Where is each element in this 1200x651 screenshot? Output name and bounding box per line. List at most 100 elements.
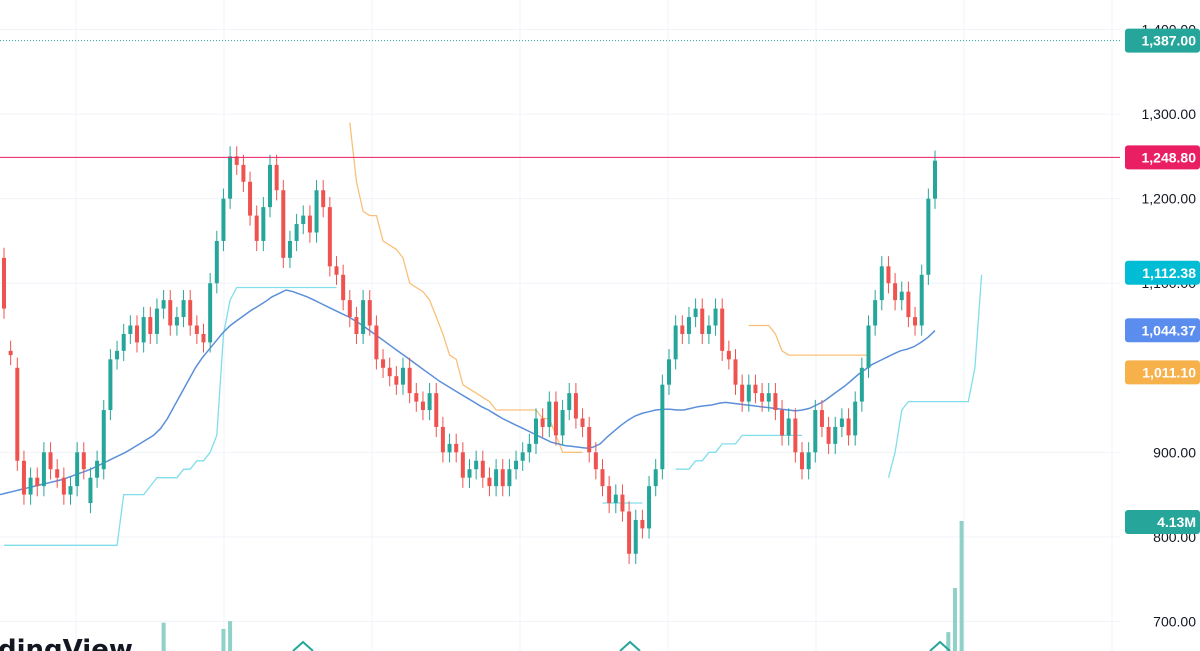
candle-body	[327, 207, 332, 267]
candle-body	[633, 519, 638, 554]
candle-body	[580, 418, 585, 427]
event-marker	[929, 640, 951, 651]
candle-body	[248, 181, 253, 216]
trail-lower-tag-bg	[1125, 260, 1200, 285]
candle-body	[307, 215, 312, 233]
candle-body	[447, 443, 452, 453]
candle-body	[48, 452, 53, 470]
candle-body	[660, 384, 665, 470]
volume-bar	[952, 588, 957, 651]
ma-tag: 1,044.37	[1125, 318, 1200, 343]
ma-tag-bg	[1125, 318, 1200, 343]
candle-body	[593, 452, 598, 470]
candle-body	[527, 443, 532, 453]
tradingview-watermark: dingView	[0, 635, 133, 651]
candle-body	[846, 418, 851, 436]
candle-body	[627, 511, 632, 554]
volume-tag-label: 4.13M	[1157, 514, 1196, 530]
candle-body	[88, 477, 93, 504]
candle-body	[620, 494, 625, 512]
volume-bar	[161, 622, 166, 651]
candle-body	[600, 469, 605, 487]
candle-body	[813, 410, 818, 453]
candle-body	[287, 240, 292, 258]
candle-body	[95, 460, 100, 478]
candle-body	[793, 418, 798, 453]
candle-body	[547, 401, 552, 427]
bottom-markers	[292, 640, 951, 651]
candle-body	[806, 452, 811, 470]
candle-body	[427, 393, 432, 411]
candle-body	[301, 215, 306, 225]
last-price-tag: 1,387.00	[1125, 28, 1200, 53]
volume-bar	[946, 632, 951, 651]
trail-lower-tag: 1,112.38	[1125, 260, 1200, 285]
candle-body	[268, 164, 272, 208]
candle-body	[726, 350, 731, 360]
candle-body	[194, 325, 199, 334]
moving-average	[0, 289, 936, 496]
candle-body	[460, 452, 465, 478]
candle-body	[467, 469, 472, 478]
candle-body	[208, 283, 213, 343]
price-tick-label: 1,200.00	[1142, 191, 1197, 207]
candle-body	[567, 393, 572, 411]
candle-body	[480, 460, 485, 478]
candle-body	[174, 317, 179, 326]
price-tick-label: 900.00	[1153, 444, 1196, 460]
candle-body	[261, 207, 266, 241]
candle-body	[108, 359, 113, 411]
candle-body	[766, 393, 771, 402]
event-marker	[292, 640, 314, 651]
candle-body	[440, 426, 445, 453]
candle-body	[201, 333, 206, 343]
ma-line	[0, 289, 936, 496]
candle-body	[926, 198, 931, 275]
candle-body	[859, 367, 864, 402]
candle-body	[321, 190, 326, 208]
candle-body	[494, 469, 499, 487]
candle-body	[294, 224, 299, 241]
candle-body	[241, 164, 246, 182]
price-lines	[0, 40, 1120, 158]
candle-body	[420, 401, 425, 411]
candle-body	[55, 469, 60, 478]
candle-body	[879, 266, 884, 301]
candle-body	[487, 477, 492, 487]
candle-body	[168, 300, 173, 326]
candle-body	[507, 469, 512, 487]
candle-body	[21, 460, 26, 495]
candle-body	[866, 325, 871, 368]
candle-body	[706, 325, 711, 334]
trail-upper-tag: 1,011.10	[1125, 360, 1200, 385]
candle-body	[115, 350, 120, 360]
candle-body	[35, 477, 40, 487]
trail-upper-tag-label: 1,011.10	[1142, 364, 1196, 380]
volume-bars	[161, 521, 964, 651]
candle-body	[780, 410, 785, 436]
candle-body	[560, 410, 565, 436]
candle-body	[414, 393, 419, 402]
candle-body	[75, 452, 80, 487]
candle-body	[128, 325, 133, 334]
candle-body	[2, 257, 6, 309]
candle-body	[839, 418, 844, 427]
candle-body	[693, 308, 698, 318]
candle-body	[613, 494, 618, 504]
candle-body	[347, 300, 352, 318]
candle-body	[534, 418, 538, 444]
candle-body	[334, 266, 339, 275]
candles	[2, 146, 937, 564]
candle-body	[873, 300, 878, 326]
candle-body	[434, 393, 439, 427]
candle-body	[514, 460, 519, 470]
candle-body	[786, 418, 791, 436]
candle-body	[181, 300, 186, 318]
candle-body	[833, 426, 838, 444]
alert-price-tag-bg	[1125, 145, 1200, 170]
candle-body	[753, 384, 758, 394]
candle-body	[154, 308, 159, 334]
candle-body	[773, 393, 778, 411]
candle-body	[367, 300, 372, 326]
